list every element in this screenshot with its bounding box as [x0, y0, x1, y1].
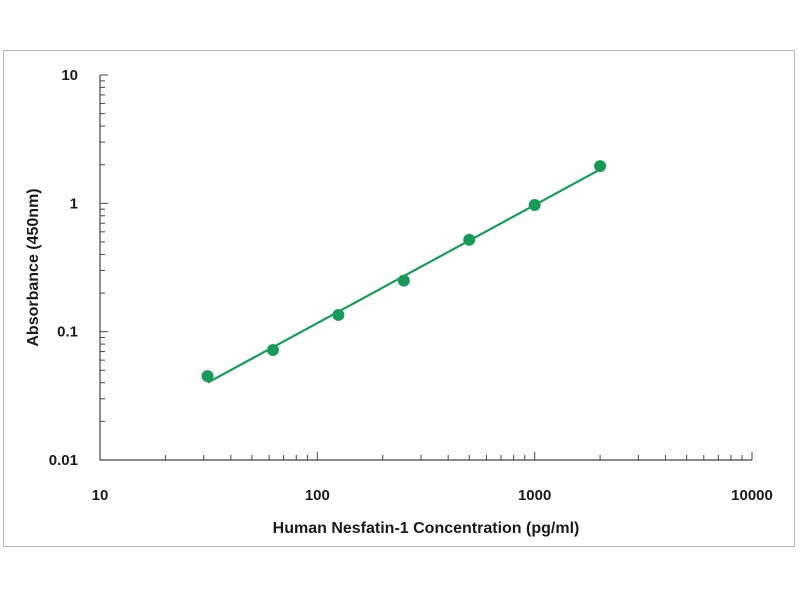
data-point [594, 160, 607, 173]
axes [99, 75, 752, 461]
y-tick-label: 0.01 [49, 452, 78, 469]
ticks [99, 74, 753, 461]
x-tick-label: 10000 [731, 487, 773, 504]
x-tick-label: 100 [305, 487, 330, 504]
data-point [528, 199, 541, 212]
data-point [201, 370, 214, 383]
data-point [463, 233, 476, 246]
chart-frame [3, 50, 795, 547]
tick-labels: 10 100 1000 10000 0.01 0.1 1 10 [49, 67, 773, 504]
x-tick-label: 10 [92, 487, 109, 504]
data-point [332, 308, 345, 321]
x-axis-title: Human Nesfatin-1 Concentration (pg/ml) [273, 520, 580, 537]
data-point [266, 343, 279, 356]
x-tick-label: 1000 [518, 487, 551, 504]
data-points [201, 160, 607, 383]
y-tick-label: 10 [61, 67, 78, 84]
y-tick-label: 0.1 [57, 324, 78, 341]
y-tick-label: 1 [70, 195, 78, 212]
data-point [397, 274, 410, 287]
y-axis-title: Absorbance (450nm) [25, 188, 42, 346]
